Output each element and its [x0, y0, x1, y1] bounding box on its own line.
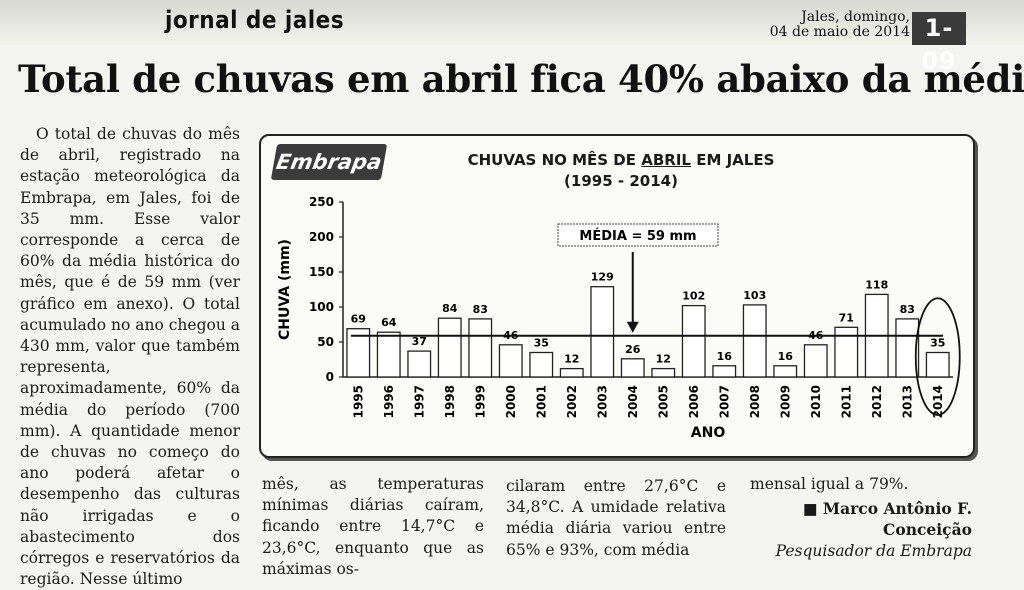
- bar-2002: [559, 367, 584, 378]
- data-label-2011: 71: [839, 311, 854, 324]
- chart-title-month: ABRIL: [641, 151, 691, 169]
- data-label-2009: 16: [778, 350, 794, 363]
- data-label-2014: 35: [930, 337, 945, 350]
- x-axis-title: ANO: [691, 425, 726, 441]
- author-name-line-1: ■ Marco Antônio F.: [802, 499, 972, 518]
- bar-2013: [895, 318, 920, 378]
- data-label-1996: 64: [381, 316, 397, 329]
- data-label-2005: 12: [656, 353, 671, 366]
- data-label-2004: 26: [625, 343, 641, 356]
- data-label-2013: 83: [900, 303, 915, 316]
- x-tick-label-2005: 2005: [656, 385, 670, 418]
- author-role: Pesquisador da Embrapa: [775, 542, 972, 560]
- x-tick-label-2006: 2006: [687, 385, 701, 418]
- data-label-1997: 37: [412, 335, 427, 348]
- bar-2009: [773, 365, 798, 378]
- y-tick-label: 250: [309, 195, 334, 209]
- highlight-ellipse: [914, 297, 961, 416]
- x-tick-label-1997: 1997: [412, 385, 426, 418]
- bar-2004: [620, 358, 645, 378]
- x-tick-label-2003: 2003: [595, 385, 609, 418]
- date-line-2: 04 de maio de 2014: [769, 24, 910, 40]
- x-tick-label-2007: 2007: [717, 385, 731, 418]
- masthead: [0, 0, 1024, 46]
- date-line-1: Jales, domingo,: [801, 9, 910, 25]
- headline: Total de chuvas em abril fica 40% abaixo…: [18, 57, 1024, 101]
- data-label-2008: 103: [743, 289, 766, 302]
- chart-title-pre: CHUVAS NO MÊS DE: [467, 151, 642, 169]
- y-tick-label: 50: [317, 335, 334, 349]
- data-label-2007: 16: [717, 350, 733, 363]
- body-column-3: cilaram entre 27,6°C e 34,8°C. A umidade…: [506, 477, 726, 559]
- body-column-1: O total de chuvas do mês de abril, regis…: [20, 125, 240, 589]
- data-label-1995: 69: [351, 313, 366, 326]
- x-tick-label-2011: 2011: [839, 385, 853, 418]
- bar-1997: [407, 350, 432, 378]
- x-tick-label-1995: 1995: [351, 385, 365, 418]
- y-tick-label: 0: [326, 370, 334, 384]
- paper-name: jornal de jales: [165, 6, 345, 34]
- x-tick-label-2000: 2000: [504, 385, 518, 418]
- x-tick-label-2001: 2001: [534, 385, 548, 418]
- bar-2003: [590, 286, 615, 378]
- y-tick-label: 200: [309, 230, 334, 244]
- data-label-1998: 84: [442, 302, 458, 315]
- chart-title: CHUVAS NO MÊS DE ABRIL EM JALES (1995 - …: [401, 150, 841, 192]
- data-label-2002: 12: [564, 353, 579, 366]
- bar-2011: [834, 326, 859, 378]
- chart-plot: 0 50 100 150 200 250 CHUVA (mm) 69 1995 64 1996 37 1…: [277, 195, 961, 441]
- page-number-badge: 1-09: [912, 12, 966, 75]
- x-tick-label-2009: 2009: [778, 385, 792, 418]
- chart-subtitle: (1995 - 2014): [564, 172, 678, 190]
- y-tick-label: 100: [309, 300, 334, 314]
- x-tick-label-1996: 1996: [382, 385, 396, 418]
- bar-2000: [498, 344, 523, 378]
- bar-2006: [681, 304, 706, 378]
- x-tick-label-2010: 2010: [809, 385, 823, 418]
- bar-2001: [529, 351, 554, 378]
- data-label-2006: 102: [682, 290, 705, 303]
- bar-1998: [437, 317, 462, 378]
- data-label-1999: 83: [473, 303, 488, 316]
- data-label-2003: 129: [591, 271, 614, 284]
- body-column-2: mês, as temperaturas mínimas diárias caí…: [262, 475, 484, 578]
- x-tick-label-2013: 2013: [900, 385, 914, 418]
- body-column-4: mensal igual a 79%.: [750, 475, 909, 493]
- bar-1995: [346, 328, 371, 378]
- bar-1999: [468, 318, 493, 378]
- rainfall-chart: Embrapa CHUVAS NO MÊS DE ABRIL EM JALES …: [259, 134, 975, 458]
- y-axis-title: CHUVA (mm): [277, 239, 293, 340]
- bar-2014: [925, 351, 950, 378]
- bar-2010: [803, 344, 828, 378]
- mean-arrow-head: [626, 321, 639, 333]
- mean-label-box: [557, 223, 719, 247]
- bar-2005: [651, 367, 676, 378]
- bar-2007: [712, 365, 737, 378]
- x-tick-label-1998: 1998: [443, 385, 457, 418]
- bar-2008: [742, 304, 767, 378]
- data-label-2001: 35: [534, 337, 549, 350]
- x-tick-label-2002: 2002: [565, 385, 579, 418]
- x-tick-label-2014: 2014: [931, 385, 945, 418]
- author-name-line-2: Conceição: [883, 520, 972, 539]
- x-tick-label-1999: 1999: [473, 385, 487, 418]
- mean-label: MÉDIA = 59 mm: [579, 228, 696, 244]
- y-tick-label: 150: [309, 265, 334, 279]
- author-name: ■ Marco Antônio F. Conceição: [772, 498, 972, 540]
- x-tick-label-2008: 2008: [748, 385, 762, 418]
- chart-title-post: EM JALES: [690, 151, 775, 169]
- x-tick-label-2012: 2012: [870, 385, 884, 418]
- data-label-2012: 118: [865, 278, 888, 291]
- bar-1996: [376, 331, 401, 378]
- dateline: Jales, domingo, 04 de maio de 2014: [760, 10, 910, 40]
- x-tick-label-2004: 2004: [626, 385, 640, 418]
